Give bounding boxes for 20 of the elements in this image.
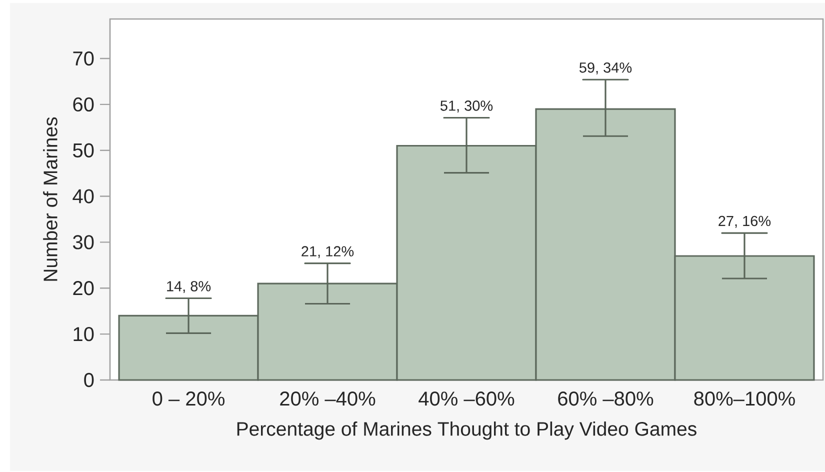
y-tick-label: 40 <box>72 189 94 204</box>
data-label: 21, 12% <box>302 246 354 258</box>
y-tick-label: 30 <box>73 235 94 250</box>
x-axis-title: Percentage of Marines Thought to Play Video Games <box>237 422 696 440</box>
data-label: 51, 30% <box>440 100 493 113</box>
y-tick-label: 70 <box>73 51 94 66</box>
y-tick-label: 20 <box>73 281 94 296</box>
data-label: 14, 8% <box>167 281 211 294</box>
x-tick-label: 80%–100% <box>694 392 795 406</box>
y-tick-label: 60 <box>73 97 94 112</box>
y-axis-title: Number of Marines <box>43 117 58 281</box>
x-tick-label: 40% –60% <box>418 392 514 406</box>
y-tick-label: 50 <box>73 143 94 158</box>
x-tick-label: 60% –80% <box>558 392 654 406</box>
data-label: 27, 16% <box>718 216 771 228</box>
x-tick-label: 0 – 20% <box>152 392 224 406</box>
data-label: 59, 34% <box>579 62 632 74</box>
y-tick-label: 0 <box>84 372 94 388</box>
x-tick-label: 20% –40% <box>280 392 376 406</box>
y-tick-label: 10 <box>74 326 94 342</box>
